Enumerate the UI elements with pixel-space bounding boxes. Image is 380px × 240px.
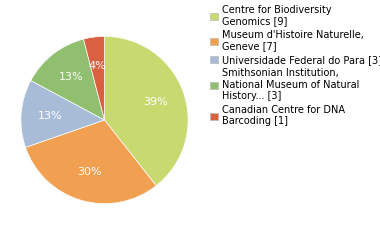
Wedge shape — [84, 36, 104, 120]
Text: 13%: 13% — [59, 72, 83, 82]
Wedge shape — [25, 120, 156, 204]
Text: 13%: 13% — [38, 111, 63, 121]
Wedge shape — [21, 80, 104, 147]
Text: 39%: 39% — [144, 97, 168, 107]
Wedge shape — [31, 39, 104, 120]
Wedge shape — [105, 36, 188, 186]
Legend: Centre for Biodiversity
Genomics [9], Museum d'Histoire Naturelle,
Geneve [7], U: Centre for Biodiversity Genomics [9], Mu… — [210, 5, 380, 126]
Text: 4%: 4% — [89, 61, 106, 71]
Text: 30%: 30% — [77, 167, 101, 177]
